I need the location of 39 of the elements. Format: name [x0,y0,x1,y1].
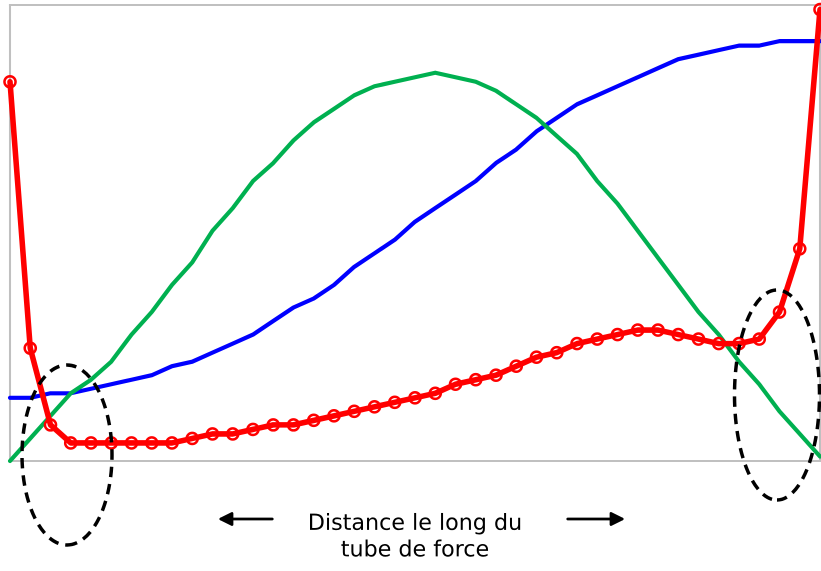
point [712,336,726,350]
x-axis-title: Distance le long du tube de force [310,512,520,557]
point [246,422,260,436]
point [206,427,220,441]
point [124,436,138,450]
point [428,386,442,400]
point [630,323,645,337]
point [489,368,503,382]
point [144,436,159,450]
point [448,377,462,392]
point [570,336,584,350]
point [590,332,604,346]
point [368,400,382,414]
point [286,418,300,432]
point [185,432,200,446]
point [671,328,686,342]
point [327,409,341,423]
point [388,396,402,410]
point [530,350,544,364]
point [44,418,58,432]
point [84,436,98,450]
point [226,427,240,441]
point [509,359,524,373]
point [64,436,78,450]
point [610,328,624,342]
point [408,390,422,405]
point [651,323,665,337]
point [792,242,807,256]
point [468,372,483,387]
point [550,346,564,360]
point [165,436,179,450]
point [23,341,38,355]
point [347,404,362,418]
point [3,74,17,89]
point [752,332,766,346]
point [306,414,321,428]
point [772,305,786,319]
point [266,418,280,432]
point [692,332,706,346]
